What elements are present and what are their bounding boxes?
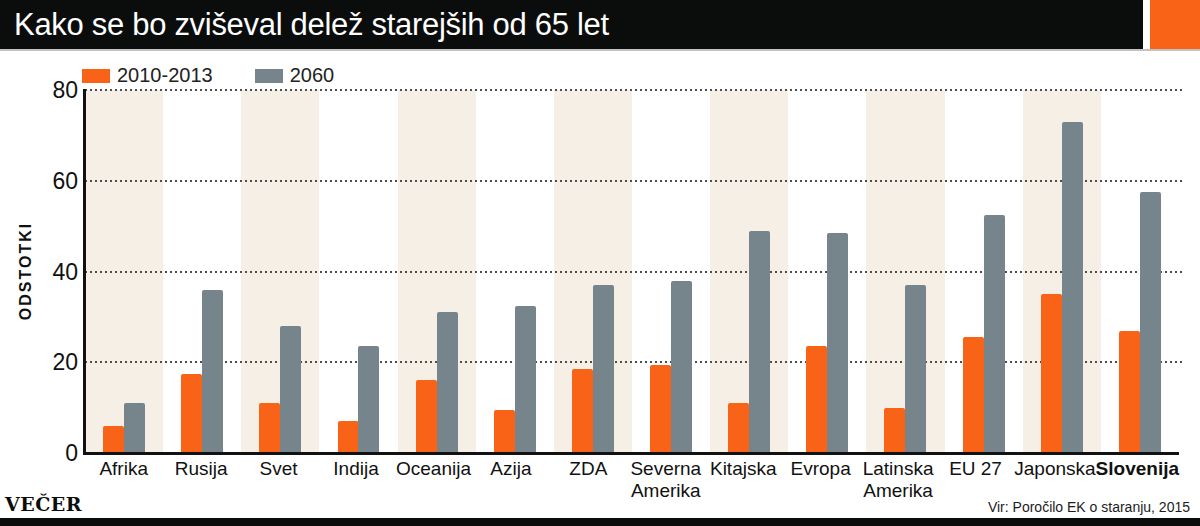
bar-2010-2013 bbox=[181, 374, 202, 453]
bar-2060 bbox=[202, 290, 223, 453]
x-axis-label: Kitajska bbox=[705, 458, 782, 502]
x-axis-line bbox=[83, 452, 1179, 455]
bar-2010-2013 bbox=[259, 403, 280, 453]
bar-2010-2013 bbox=[1119, 331, 1140, 454]
bar-2060 bbox=[671, 281, 692, 453]
bar-2060 bbox=[749, 231, 770, 453]
infographic: Kako se bo zviševal delež starejših od 6… bbox=[0, 0, 1200, 526]
legend-label: 2060 bbox=[290, 64, 335, 87]
y-tick-label: 20 bbox=[28, 349, 78, 376]
bar-2060 bbox=[124, 403, 145, 453]
x-axis-label: Svet bbox=[240, 458, 317, 502]
chart-title: Kako se bo zviševal delež starejših od 6… bbox=[0, 7, 609, 43]
gridline bbox=[85, 271, 1183, 273]
bar-2010-2013 bbox=[806, 346, 827, 453]
x-axis-label: EU 27 bbox=[937, 458, 1014, 502]
footer-bar bbox=[0, 518, 1200, 526]
bar-2010-2013 bbox=[338, 421, 359, 453]
bar-2060 bbox=[984, 215, 1005, 453]
x-axis-label: Azija bbox=[472, 458, 549, 502]
x-axis-labels: AfrikaRusijaSvetIndijaOceanijaAzijaZDASe… bbox=[85, 458, 1179, 502]
gridline bbox=[85, 180, 1183, 182]
accent-block bbox=[1150, 0, 1200, 49]
x-axis-label: Indija bbox=[317, 458, 394, 502]
y-tick-label: 60 bbox=[28, 167, 78, 194]
bar-2010-2013 bbox=[494, 410, 515, 453]
legend-item: 2010-2013 bbox=[82, 64, 213, 87]
bar-2060 bbox=[358, 346, 379, 453]
bar-2060 bbox=[437, 312, 458, 453]
bar-2060 bbox=[280, 326, 301, 453]
x-axis-label: ZDA bbox=[550, 458, 627, 502]
bar-2060 bbox=[827, 233, 848, 453]
header-bar: Kako se bo zviševal delež starejših od 6… bbox=[0, 0, 1143, 49]
bar-2060 bbox=[515, 306, 536, 454]
x-axis-label: Evropa bbox=[782, 458, 859, 502]
y-axis-line bbox=[83, 89, 86, 455]
bar-2010-2013 bbox=[416, 380, 437, 453]
legend-label: 2010-2013 bbox=[117, 64, 213, 87]
bar-2010-2013 bbox=[650, 365, 671, 454]
x-axis-label: Rusija bbox=[162, 458, 239, 502]
bar-2060 bbox=[593, 285, 614, 453]
gridline bbox=[85, 89, 1183, 91]
bar-2010-2013 bbox=[963, 337, 984, 453]
legend-swatch bbox=[82, 69, 110, 83]
bar-2060 bbox=[1062, 122, 1083, 453]
x-axis-label: Japonska bbox=[1014, 458, 1095, 502]
bar-2010-2013 bbox=[884, 408, 905, 453]
bar-2010-2013 bbox=[1041, 294, 1062, 453]
bar-2010-2013 bbox=[103, 426, 124, 453]
gridline bbox=[85, 361, 1183, 363]
bar-2010-2013 bbox=[728, 403, 749, 453]
x-axis-label: Latinska Amerika bbox=[859, 458, 936, 502]
legend-item: 2060 bbox=[255, 64, 335, 87]
bar-2060 bbox=[905, 285, 926, 453]
x-axis-label: Slovenija bbox=[1096, 458, 1179, 502]
x-axis-label: Severna Amerika bbox=[627, 458, 704, 502]
x-axis-label: Afrika bbox=[85, 458, 162, 502]
bar-2060 bbox=[1140, 192, 1161, 453]
bar-2010-2013 bbox=[572, 369, 593, 453]
header-underline bbox=[0, 49, 1200, 51]
legend: 2010-2013 2060 bbox=[82, 64, 376, 87]
source-credit: Vir: Poročilo EK o staranju, 2015 bbox=[988, 499, 1190, 515]
y-tick-label: 40 bbox=[28, 258, 78, 285]
vecer-logo: VEČER bbox=[5, 493, 82, 515]
legend-swatch bbox=[255, 69, 283, 83]
y-tick-label: 0 bbox=[28, 440, 78, 467]
x-axis-label: Oceanija bbox=[395, 458, 472, 502]
y-tick-label: 80 bbox=[28, 77, 78, 104]
